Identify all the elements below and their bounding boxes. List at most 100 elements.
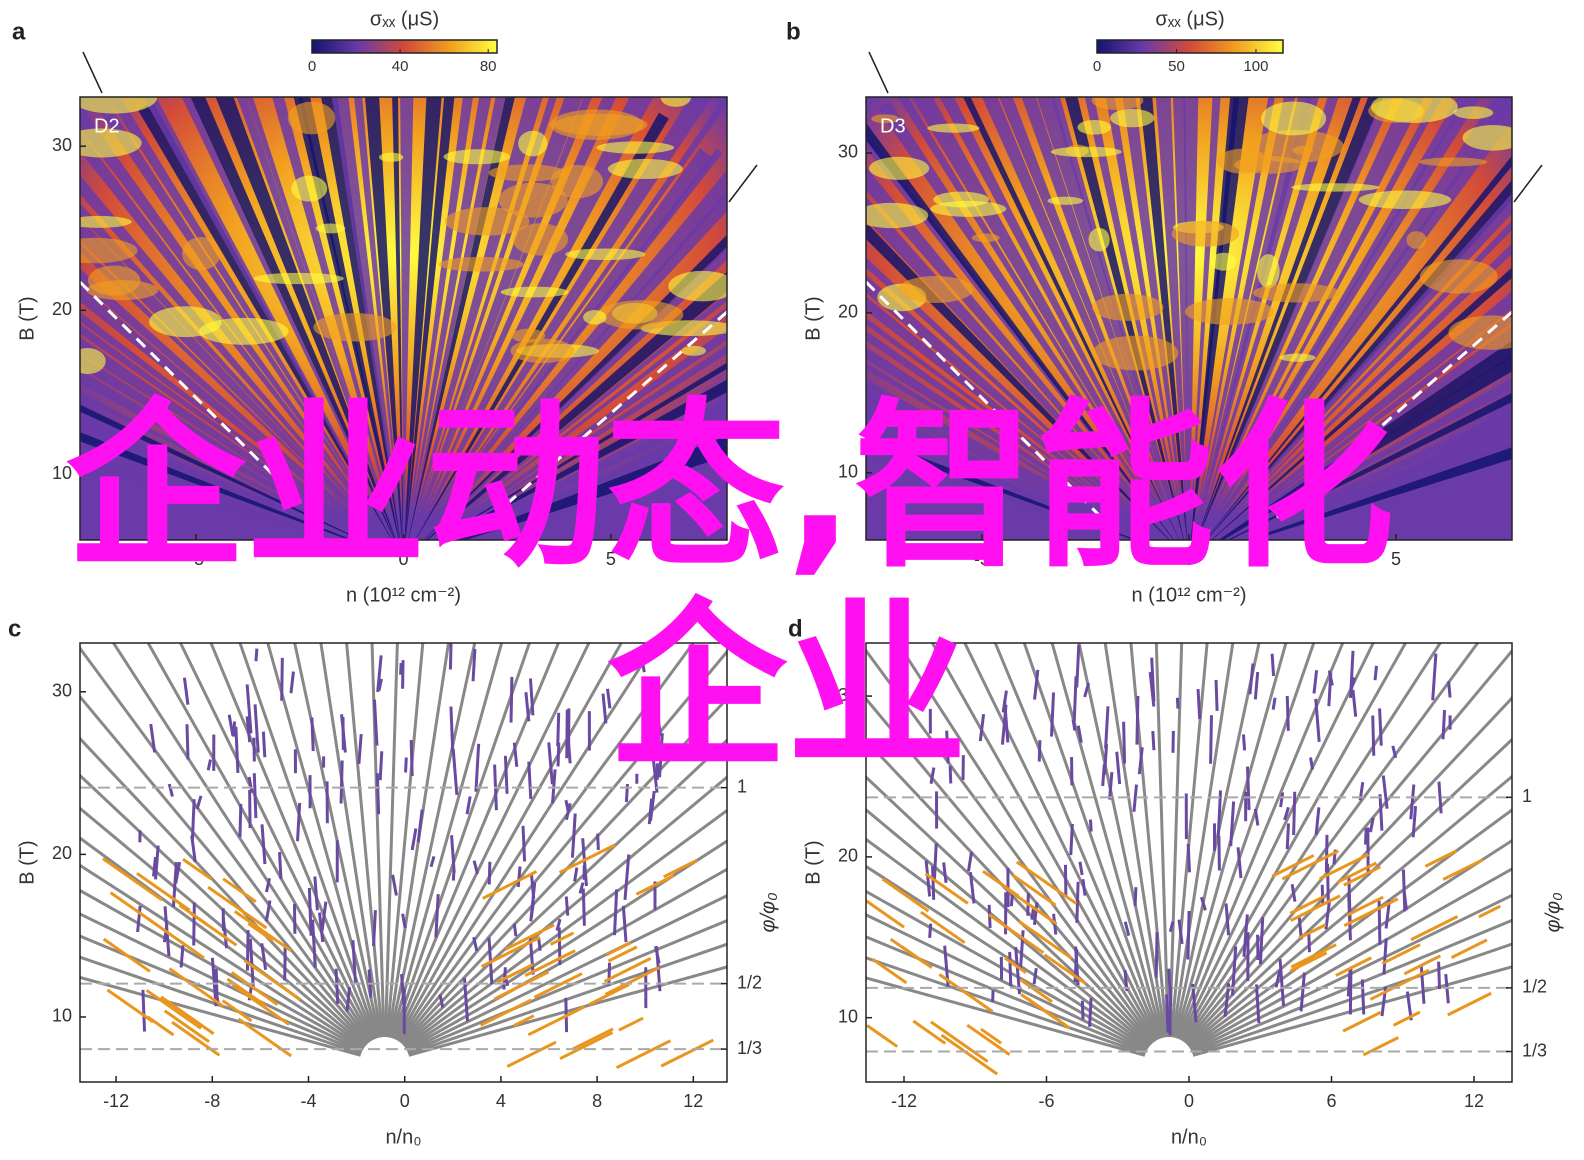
segment (635, 874, 675, 896)
fan-line (1175, 643, 1316, 1039)
fan-line (1168, 643, 1184, 1038)
stripe (1205, 179, 1512, 540)
segment (1369, 968, 1430, 1001)
x-tick-label: 6 (1326, 1091, 1336, 1111)
blob (182, 236, 221, 271)
segment (1214, 679, 1219, 711)
y-tick-label: 10 (52, 1006, 72, 1026)
colorbar-tick-label: 0 (308, 58, 316, 75)
fan-line (370, 643, 386, 1038)
segment (471, 648, 477, 682)
blob (80, 237, 138, 264)
segment (1281, 849, 1340, 881)
x-tick-label: -5 (974, 549, 990, 569)
fan-line (400, 696, 727, 1045)
blob (583, 310, 607, 325)
segment (1314, 698, 1321, 743)
colorbar-tick-label: 50 (1168, 58, 1185, 75)
stripe (417, 97, 727, 540)
segment (521, 825, 527, 862)
segment (429, 855, 436, 868)
fan-line (1186, 737, 1512, 1046)
segment (141, 989, 147, 1032)
x-tick-label: 0 (400, 1091, 410, 1111)
colorbar (311, 39, 498, 54)
y2-tick-label: 1/3 (737, 1038, 762, 1058)
stripe (1021, 97, 1183, 540)
segment (564, 896, 570, 916)
segment (966, 1023, 1011, 1056)
stripe (866, 122, 1175, 540)
fan-line (930, 643, 1159, 1041)
y2-tick-label: 1 (1522, 786, 1532, 806)
segment (102, 937, 151, 973)
segment (1242, 914, 1249, 957)
segment (1165, 994, 1170, 1033)
texture (80, 97, 727, 540)
x-tick-label: -4 (300, 1091, 316, 1111)
segment (1017, 919, 1073, 960)
stripe (1246, 447, 1512, 540)
overlay-text: 企业动态,智能化 (66, 383, 1394, 592)
stripe (455, 435, 727, 540)
segment (509, 676, 514, 723)
fan-line (1192, 965, 1512, 1057)
segment (512, 742, 519, 767)
fan-line (1190, 867, 1512, 1052)
panel: 1 1/2 1/3 φ/φ₀ 10 20 30 -12 -6 0 6 12 n/n₀ B (T) d (788, 615, 1564, 1148)
segment (663, 858, 698, 879)
fan-line (397, 643, 658, 1042)
segment (1186, 843, 1191, 873)
segment (866, 899, 905, 929)
fan-line (404, 839, 727, 1050)
segment (1378, 708, 1383, 746)
stripe (443, 396, 727, 540)
segment (871, 957, 908, 985)
segment (222, 877, 257, 903)
fan-line (392, 643, 561, 1040)
blob (444, 207, 530, 236)
segment (248, 938, 255, 988)
y-tick-label: 20 (838, 846, 858, 866)
fan-line (80, 645, 372, 1043)
blob (1184, 298, 1274, 325)
segment (372, 910, 377, 947)
fan-line (1077, 643, 1166, 1038)
segment (924, 872, 969, 905)
segment (1437, 961, 1442, 990)
stripe (1213, 291, 1512, 540)
segment (167, 783, 174, 797)
segment (221, 916, 229, 949)
segment (334, 968, 340, 1004)
blob (80, 128, 142, 158)
segment (1011, 873, 1057, 907)
segment (1217, 835, 1221, 871)
segment (931, 866, 936, 900)
segment (313, 876, 319, 911)
segment (237, 1017, 293, 1058)
segment (1025, 996, 1071, 1030)
blob (1419, 157, 1488, 167)
segment (190, 835, 197, 863)
segment (317, 912, 325, 943)
arrow (728, 164, 758, 203)
segment (658, 733, 664, 778)
colorbar-tick-label: 100 (1243, 58, 1268, 75)
colorbar-tick-label: 0 (1093, 58, 1101, 75)
blob (1050, 146, 1122, 158)
fan-line (403, 808, 727, 1049)
fan-line (1187, 774, 1512, 1048)
segment (179, 945, 185, 968)
fan-line (80, 806, 367, 1048)
stripe (866, 346, 1159, 540)
y2-tick-label: 1 (737, 776, 747, 796)
segment (1450, 938, 1488, 959)
blob (668, 270, 727, 302)
segment (1391, 745, 1398, 759)
stripe (429, 307, 727, 540)
stripe (866, 436, 1137, 540)
fan-line (866, 696, 1155, 1044)
segment (1003, 700, 1010, 743)
segment (1248, 663, 1255, 695)
